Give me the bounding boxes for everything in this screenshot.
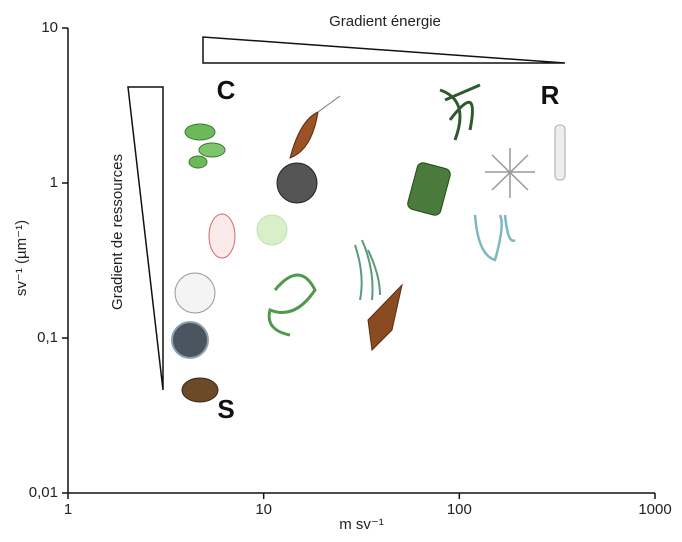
y-tick-label: 1	[50, 174, 58, 191]
s-label: S	[217, 394, 234, 424]
energy-gradient-triangle	[202, 36, 566, 64]
r-label: R	[541, 80, 560, 110]
resource-gradient-triangle	[127, 86, 164, 391]
energy-gradient-label: Gradient énergie	[329, 13, 441, 30]
x-axis-label: m sv⁻¹	[339, 516, 384, 533]
x-tick-label: 100	[447, 501, 472, 518]
x-tick-label: 1000	[638, 501, 671, 518]
c-label: C	[217, 75, 236, 105]
y-axis-label: sv⁻¹ (µm⁻¹)	[13, 220, 30, 296]
organism-illustrations	[171, 83, 566, 403]
y-tick-label: 10	[41, 19, 58, 36]
y-tick-label: 0,01	[29, 484, 58, 501]
x-tick-label: 1	[64, 501, 72, 518]
y-tick-label: 0,1	[37, 329, 58, 346]
x-tick-label: 10	[255, 501, 272, 518]
resource-gradient-label: Gradient de ressources	[109, 154, 126, 310]
